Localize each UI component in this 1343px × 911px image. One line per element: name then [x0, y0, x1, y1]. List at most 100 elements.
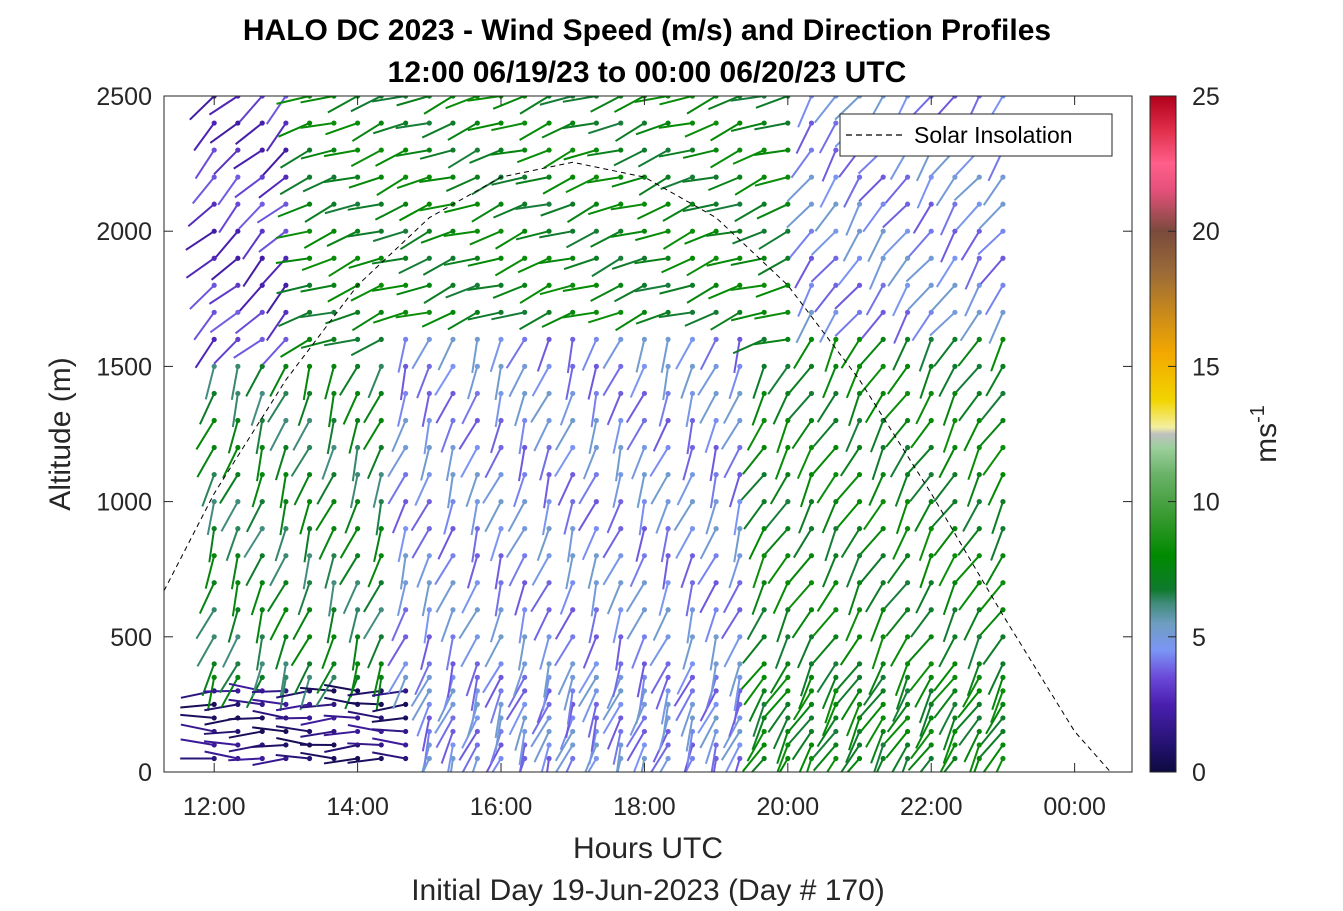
wind-barb-shaft [251, 474, 264, 508]
wind-barb-station [355, 255, 361, 261]
wind-barb-shaft [958, 582, 981, 611]
wind-barb-station [450, 309, 456, 315]
wind-barb-station [785, 580, 791, 586]
wind-barb [323, 174, 361, 184]
wind-barb [420, 228, 456, 244]
wind-barb-station [283, 607, 289, 613]
wind-barb-shaft [414, 663, 431, 696]
wind-barb-station [856, 688, 863, 694]
wind-barb [299, 499, 313, 535]
wind-barb-shaft [988, 311, 1004, 344]
wind-barb-station [665, 580, 671, 586]
wind-barb-shaft [797, 96, 813, 128]
wind-barb [754, 147, 791, 156]
wind-barb-station [403, 444, 409, 451]
wind-barb-station [235, 96, 241, 99]
wind-barb-shaft [751, 717, 766, 751]
wind-barb-shaft [587, 203, 622, 216]
wind-barb-station [856, 715, 863, 721]
wind-barb [206, 674, 217, 711]
wind-barb-station [952, 390, 958, 397]
wind-barb-station [474, 715, 480, 721]
wind-barb [746, 728, 767, 762]
wind-barb [955, 363, 982, 393]
wind-barb [328, 580, 337, 617]
wind-barb [798, 674, 815, 710]
wind-barb-shaft [960, 230, 981, 261]
wind-barb-station [474, 282, 480, 288]
wind-barb-shaft [845, 366, 861, 399]
wind-barb-station [283, 728, 289, 735]
wind-barb [587, 147, 624, 157]
wind-barb [942, 715, 958, 751]
wind-barb-shaft [659, 757, 669, 772]
wind-barb-station [426, 755, 432, 762]
wind-barb-station [641, 309, 648, 315]
wind-barb-station [426, 417, 432, 424]
wind-barb-shaft [540, 203, 574, 217]
wind-barb-station [546, 390, 552, 397]
wind-barb-station [498, 444, 504, 451]
wind-barb-station [522, 499, 528, 505]
wind-barb-station [403, 390, 409, 397]
wind-barb-shaft [963, 609, 981, 641]
wind-barb-shaft [699, 338, 718, 371]
wind-barb-shaft [215, 230, 239, 258]
wind-barb-shaft [859, 338, 884, 366]
wind-barb-station [426, 120, 432, 126]
wind-barb-shaft [979, 730, 1004, 758]
wind-barb-shaft [185, 257, 215, 279]
wind-barb-shaft [423, 731, 431, 766]
wind-barb-shaft [649, 636, 669, 667]
wind-barb [652, 417, 671, 452]
wind-barb [919, 701, 934, 737]
wind-barb-station [689, 661, 696, 667]
wind-barb-shaft [746, 609, 766, 640]
wind-barb-shaft [748, 528, 766, 560]
wind-barb-station [1000, 96, 1006, 99]
wind-barb-shaft [602, 703, 622, 735]
wind-barb-shaft [662, 366, 670, 401]
wind-barb [392, 674, 409, 710]
wind-barb [606, 580, 624, 615]
wind-barb [326, 228, 361, 247]
x-axis-label: Hours UTC [573, 832, 723, 865]
wind-barb-station [904, 255, 911, 261]
wind-barb-shaft [860, 311, 884, 340]
wind-barb [297, 390, 313, 426]
wind-barb-shaft [834, 96, 861, 121]
wind-barb [563, 147, 599, 161]
wind-barb-station [856, 201, 863, 207]
wind-barb-shaft [557, 663, 574, 696]
wind-barb-station [403, 417, 409, 424]
wind-barb-shaft [816, 392, 837, 423]
wind-barb-shaft [987, 663, 1004, 696]
legend-label-solar-insolation: Solar Insolation [914, 122, 1073, 148]
wind-barb-station [570, 228, 576, 234]
wind-barb [659, 96, 696, 106]
wind-barb-station [546, 336, 552, 342]
wind-barb [730, 255, 767, 266]
wind-barb-station [235, 553, 241, 559]
wind-barb [467, 309, 504, 321]
wind-barb-station [426, 661, 432, 667]
wind-barb-shaft [587, 757, 598, 772]
wind-barb-station [498, 228, 504, 234]
wind-barb-station [976, 715, 982, 721]
wind-barb-shaft [865, 284, 885, 316]
wind-barb [530, 580, 552, 613]
wind-barb-station [737, 147, 743, 153]
wind-barb-shaft [985, 555, 1004, 586]
wind-barb-station [618, 526, 624, 532]
wind-barb [810, 228, 839, 256]
wind-barb-shaft [208, 528, 216, 563]
wind-barb [299, 742, 337, 748]
wind-barb [367, 634, 384, 669]
wind-barb [795, 309, 815, 344]
wind-barb [990, 526, 1006, 561]
wind-barb-station [355, 674, 361, 680]
wind-barb-station [928, 674, 934, 680]
wind-barb-shaft [615, 447, 622, 482]
wind-barb-shaft [662, 555, 670, 590]
wind-barb-shaft [471, 758, 479, 772]
